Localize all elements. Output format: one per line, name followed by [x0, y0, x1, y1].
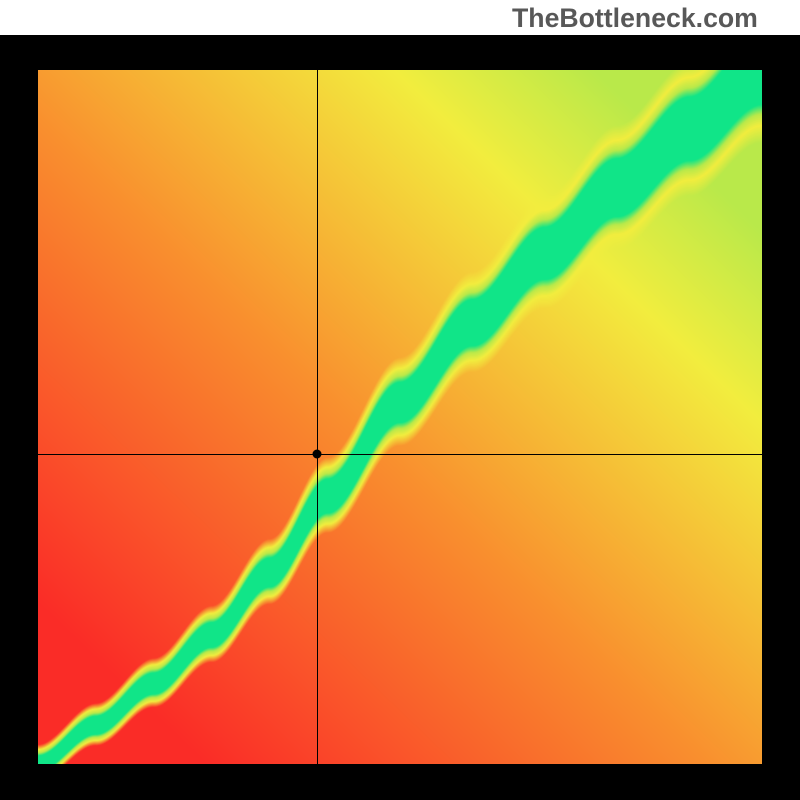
watermark-text: TheBottleneck.com — [512, 3, 758, 34]
bottleneck-heatmap — [38, 70, 762, 764]
plot-area — [38, 70, 762, 764]
crosshair-dot — [313, 450, 322, 459]
crosshair-horizontal — [38, 454, 762, 455]
crosshair-vertical — [317, 70, 318, 764]
